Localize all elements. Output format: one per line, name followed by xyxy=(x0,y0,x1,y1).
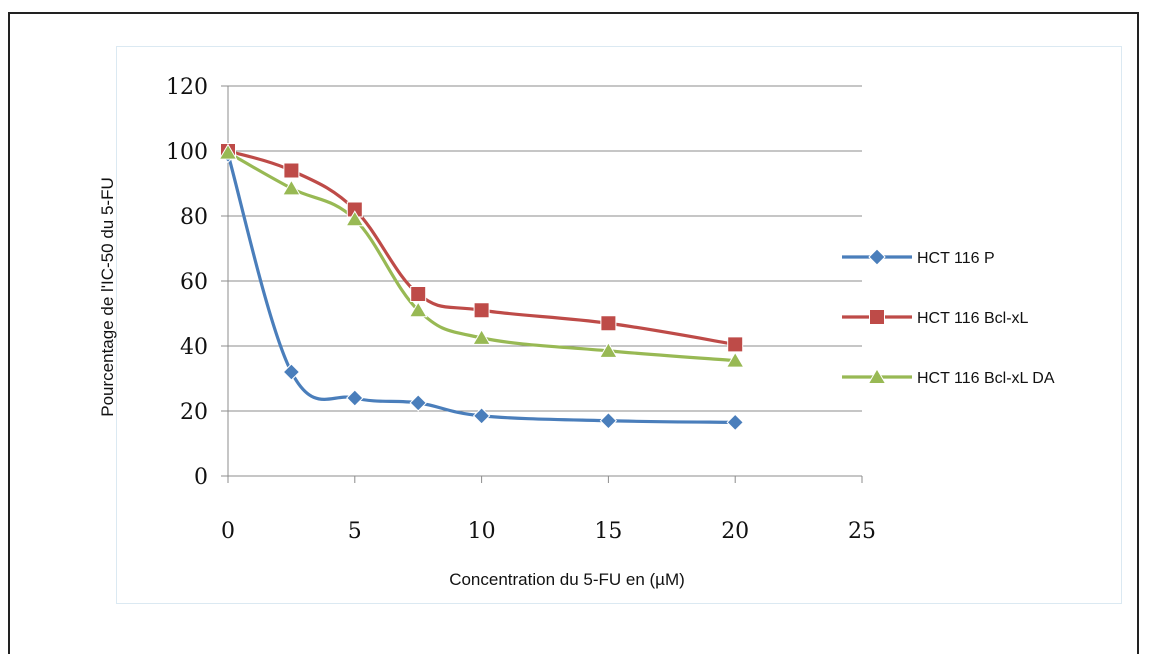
y-tick-label: 0 xyxy=(194,465,208,490)
data-point-series-2 xyxy=(282,179,301,196)
y-tick-label: 120 xyxy=(166,75,208,100)
data-point-series-1 xyxy=(727,336,744,353)
legend-label: HCT 116 Bcl-xL DA xyxy=(917,370,1055,387)
x-tick-label: 20 xyxy=(721,519,749,544)
legend-item-1: HCT 116 Bcl-xL xyxy=(842,309,1029,327)
data-point-series-0 xyxy=(282,363,301,381)
data-point-series-2 xyxy=(599,341,618,358)
data-point-series-2 xyxy=(408,301,428,318)
chart-area xyxy=(116,46,1122,604)
legend-label: HCT 116 Bcl-xL xyxy=(917,310,1029,327)
y-tick-label: 100 xyxy=(166,140,208,165)
data-point-series-2 xyxy=(725,351,745,368)
data-point-series-0 xyxy=(599,412,618,430)
x-axis-title: Concentration du 5-FU en (µM) xyxy=(449,570,685,589)
data-point-series-0 xyxy=(726,413,744,432)
y-axis-title: Pourcentage de l'IC-50 du 5-FU xyxy=(98,177,117,417)
legend-label: HCT 116 P xyxy=(917,250,995,267)
legend-marker xyxy=(869,309,885,325)
x-tick-label: 15 xyxy=(594,519,622,544)
y-tick-label: 60 xyxy=(180,270,208,295)
data-point-series-0 xyxy=(346,389,364,407)
gridlines xyxy=(228,85,862,412)
legend-item-0: HCT 116 P xyxy=(842,248,995,267)
x-tick-labels: 0 5 10 15 20 25 xyxy=(221,519,876,544)
x-tick-label: 5 xyxy=(348,519,362,544)
axes xyxy=(221,85,863,483)
data-point-series-1 xyxy=(283,162,300,179)
figure-frame xyxy=(8,12,1139,654)
x-tick-label: 10 xyxy=(468,519,496,544)
series-lines xyxy=(226,149,736,424)
data-point-series-0 xyxy=(409,394,427,412)
y-tick-label: 20 xyxy=(180,400,208,425)
legend-marker xyxy=(868,248,886,266)
y-tick-labels: 0 20 40 60 80 100 120 xyxy=(166,75,208,490)
legend-marker xyxy=(867,368,887,384)
data-point-series-1 xyxy=(600,315,617,332)
x-tick-label: 25 xyxy=(848,519,876,544)
legend: HCT 116 P HCT 116 Bcl-xL HCT 116 Bcl-xL DA xyxy=(842,248,1055,387)
y-tick-label: 40 xyxy=(180,335,208,360)
series-markers xyxy=(218,143,745,432)
data-point-series-0 xyxy=(472,407,491,425)
data-point-series-2 xyxy=(345,210,365,227)
data-point-series-2 xyxy=(472,328,491,345)
data-point-series-1 xyxy=(410,286,427,302)
x-tick-label: 0 xyxy=(221,519,235,544)
data-point-series-2 xyxy=(218,143,238,160)
data-point-series-1 xyxy=(473,302,490,319)
legend-item-2: HCT 116 Bcl-xL DA xyxy=(842,368,1055,387)
y-tick-label: 80 xyxy=(180,205,208,230)
